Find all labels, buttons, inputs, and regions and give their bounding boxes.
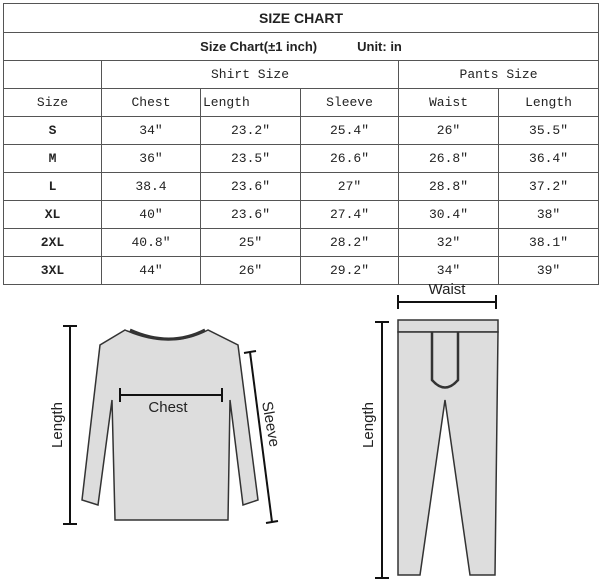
col-header: Waist [398,88,499,117]
column-headers: Size Chest Length Sleeve Waist Length [3,88,600,117]
value-cell: 36″ [101,144,201,173]
value-cell: 30.4″ [398,200,499,229]
waist-label: Waist [429,281,467,298]
col-header: Sleeve [300,88,399,117]
value-cell: 34″ [101,116,201,145]
value-cell: 37.2″ [497,172,600,201]
value-cell: 27.4″ [300,200,399,229]
value-cell: 36.4″ [497,144,600,173]
value-cell: 34″ [398,256,499,285]
shirt-illustration [81,328,259,521]
value-cell: 40″ [101,200,201,229]
size-cell: S [3,116,102,145]
value-cell: 26″ [200,256,301,285]
value-cell: 29.2″ [300,256,399,285]
col-header: Length [497,88,600,117]
value-cell: 26″ [398,116,499,145]
col-header: Chest [101,88,201,117]
col-header: Length [200,88,301,117]
table-row: 3XL 44″ 26″ 29.2″ 34″ 39″ [3,256,600,285]
unit-text: Unit: in [357,39,402,54]
value-cell: 26.8″ [398,144,499,173]
empty-cell [3,60,102,89]
value-cell: 23.6″ [200,200,301,229]
sleeve-arrow [249,351,273,523]
chart-title: SIZE CHART [2,3,600,33]
value-cell: 39″ [497,256,600,285]
table-row: 2XL 40.8″ 25″ 28.2″ 32″ 38.1″ [3,228,600,257]
table-row: M 36″ 23.5″ 26.6″ 26.8″ 36.4″ [3,144,600,173]
chart-subtitle: Size Chart(±1 inch) Unit: in [2,32,600,61]
pants-length-label: Length [360,402,377,448]
value-cell: 32″ [398,228,499,257]
shirt-length-label: Length [49,402,66,448]
shirt-size-header: Shirt Size [101,60,399,89]
tolerance-text: Size Chart(±1 inch) [200,39,318,54]
pants-size-header: Pants Size [397,60,600,89]
value-cell: 38.1″ [497,228,600,257]
value-cell: 26.6″ [300,144,399,173]
value-cell: 23.6″ [200,172,301,201]
value-cell: 44″ [101,256,201,285]
value-cell: 40.8″ [101,228,201,257]
value-cell: 38″ [497,200,600,229]
size-cell: M [3,144,102,173]
pants-illustration [397,319,499,576]
size-cell: 3XL [3,256,102,285]
size-cell: L [3,172,102,201]
chest-label: Chest [148,399,188,416]
value-cell: 28.8″ [398,172,499,201]
value-cell: 23.2″ [200,116,301,145]
size-cell: 2XL [3,228,102,257]
size-chart-table: SIZE CHART Size Chart(±1 inch) Unit: in S… [2,3,600,285]
value-cell: 25″ [200,228,301,257]
